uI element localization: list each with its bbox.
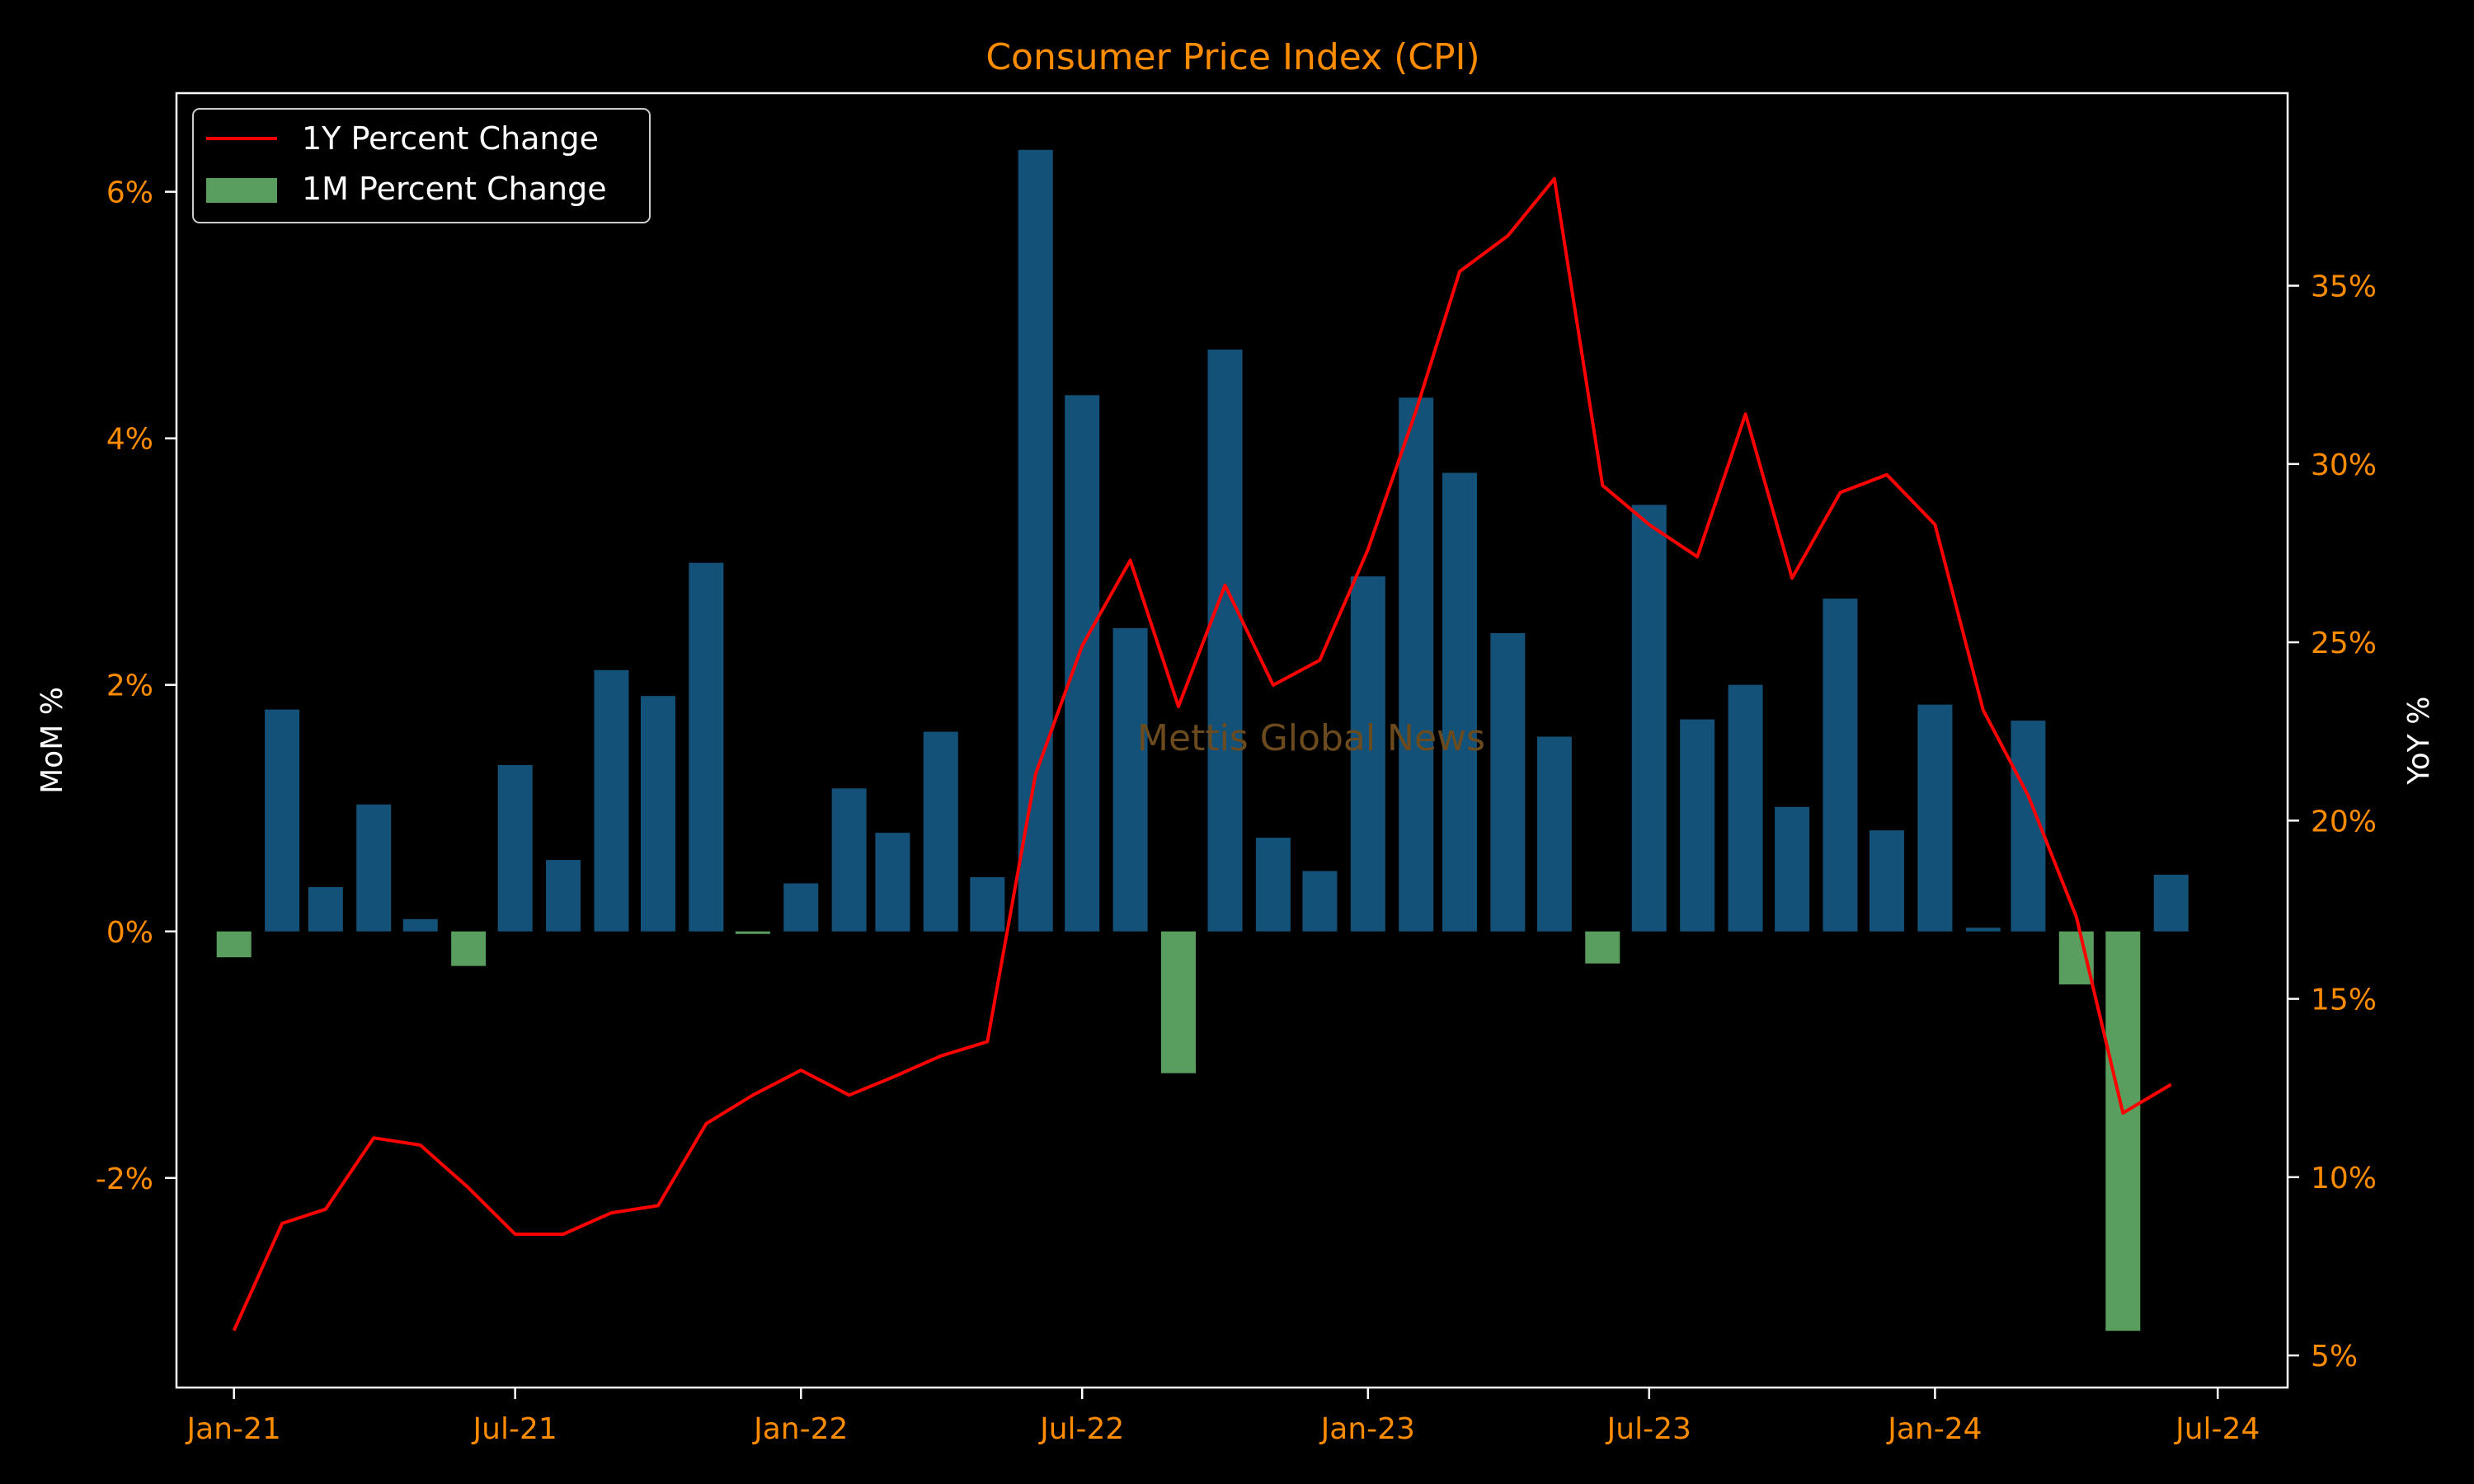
y-right-tick-label-25: 25%	[2311, 627, 2377, 660]
bar-2021-06	[451, 931, 487, 966]
bar-2022-04	[923, 731, 958, 932]
bar-2022-02	[831, 788, 867, 932]
bar-2022-10	[1207, 350, 1243, 932]
bar-2023-05	[1536, 736, 1572, 932]
bar-2021-02	[265, 709, 300, 932]
bar-2022-01	[783, 883, 819, 932]
bar-2023-03	[1442, 472, 1477, 932]
bar-2023-07	[1631, 505, 1667, 932]
legend-box	[192, 108, 651, 223]
bar-2022-05	[970, 876, 1005, 932]
line-group	[232, 176, 2172, 1331]
y-axis-right: 5% 10% 15% 20% 25% 30% 35%	[2288, 270, 2377, 1374]
y-axis-left: -2% 0% 2% 4% 6%	[96, 176, 176, 1196]
y-left-tick-label-0: 0%	[106, 916, 153, 950]
bar-2023-04	[1490, 632, 1526, 932]
bar-2022-08	[1112, 627, 1148, 932]
bar-2021-08	[546, 860, 581, 932]
bar-2023-08	[1680, 719, 1715, 932]
bar-2024-04	[2058, 931, 2094, 985]
x-tick-label-2024-01: Jan-24	[1886, 1412, 1982, 1446]
y-right-tick-label-15: 15%	[2311, 984, 2377, 1017]
x-tick-label-2023-01: Jan-23	[1319, 1412, 1415, 1446]
bar-2021-07	[497, 764, 533, 932]
x-tick-label-2021-01: Jan-21	[186, 1412, 281, 1446]
bar-2021-09	[594, 669, 629, 932]
bar-2021-03	[308, 886, 343, 932]
bar-2023-09	[1728, 684, 1763, 932]
bar-2024-06	[2153, 874, 2189, 932]
y-left-tick-label-2: 2%	[106, 669, 153, 703]
series-line-1y-percent-change	[232, 176, 2172, 1331]
chart-title: Consumer Price Index (CPI)	[985, 36, 1479, 78]
y-left-tick-label-6: 6%	[106, 176, 153, 210]
bar-2022-12	[1302, 871, 1338, 932]
x-tick-label-2022-01: Jan-22	[752, 1412, 848, 1446]
bar-2022-03	[875, 833, 910, 932]
bars-group	[216, 149, 2189, 1331]
legend: 1Y Percent Change 1M Percent Change	[192, 108, 651, 223]
bar-2024-02	[1965, 928, 2001, 932]
x-tick-label-2023-07: Jul-23	[1606, 1412, 1691, 1446]
legend-label-1m: 1M Percent Change	[302, 171, 607, 207]
x-tick-label-2021-07: Jul-21	[472, 1412, 557, 1446]
plot-frame	[175, 92, 2289, 1389]
bar-2023-01	[1350, 576, 1385, 932]
legend-label-1y: 1Y Percent Change	[302, 120, 599, 157]
x-tick-label-2024-07: Jul-24	[2174, 1412, 2260, 1446]
y-right-tick-label-30: 30%	[2311, 448, 2377, 482]
bar-2024-01	[1917, 704, 1953, 932]
bar-2023-12	[1869, 830, 1904, 932]
legend-bar-swatch	[206, 178, 277, 203]
y-right-tick-label-5: 5%	[2311, 1340, 2358, 1374]
y-right-tick-label-35: 35%	[2311, 270, 2377, 304]
bar-2021-11	[689, 562, 724, 932]
bar-2021-04	[356, 804, 392, 932]
bar-2024-05	[2105, 931, 2141, 1331]
y-left-tick-label--2: -2%	[96, 1162, 153, 1196]
bar-2022-07	[1065, 395, 1100, 932]
watermark: Mettis Global News	[1137, 717, 1485, 759]
bar-2022-06	[1018, 149, 1053, 932]
x-tick-label-2022-07: Jul-22	[1038, 1412, 1124, 1446]
y-axis-left-label: MoM %	[35, 687, 69, 794]
y-left-tick-label-4: 4%	[106, 423, 153, 457]
bar-2023-10	[1775, 806, 1810, 932]
bar-2023-06	[1585, 931, 1620, 964]
bar-2021-10	[640, 696, 675, 932]
bar-2021-05	[402, 918, 438, 932]
y-right-tick-label-20: 20%	[2311, 805, 2377, 838]
bar-2023-11	[1823, 599, 1858, 932]
bar-2021-01	[216, 931, 252, 958]
bar-2022-09	[1161, 931, 1197, 1073]
bar-2022-11	[1255, 838, 1291, 932]
bar-2023-02	[1399, 397, 1434, 932]
y-right-tick-label-10: 10%	[2311, 1162, 2377, 1195]
y-axis-right-label: YoY %	[2402, 697, 2436, 786]
bar-2021-12	[735, 931, 770, 934]
x-axis: Jan-21 Jul-21 Jan-22 Jul-22 Jan-23 Jul-23 Jan-…	[186, 1388, 2260, 1446]
